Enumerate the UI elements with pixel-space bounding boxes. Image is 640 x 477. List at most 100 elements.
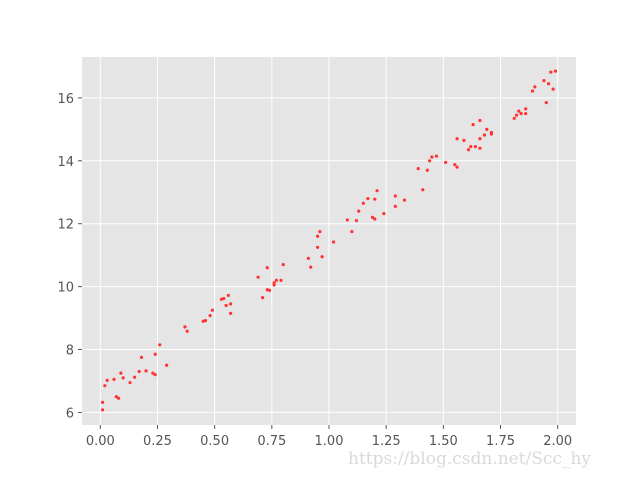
scatter-point [469,145,473,149]
scatter-point [444,160,448,164]
scatter-point [153,352,157,356]
scatter-point [229,302,233,306]
scatter-point [222,296,226,301]
scatter-point [373,197,377,201]
x-tick-label: 0.50 [200,434,229,449]
scatter-point [261,296,265,300]
scatter-point [434,154,439,158]
scatter-point [265,266,269,270]
scatter-point [517,109,521,113]
y-tick-label: 10 [57,281,74,296]
scatter-point [274,278,278,282]
scatter-point [354,218,359,223]
scatter-point [512,116,516,120]
scatter-point [279,278,283,282]
scatter-point [357,209,361,213]
scatter-point [272,281,276,285]
scatter-point [183,325,187,329]
scatter-point [151,371,155,375]
scatter-point [489,130,493,135]
scatter-point [153,373,157,377]
scatter-point [137,369,141,374]
scatter-point [309,265,313,269]
scatter-point [256,275,260,279]
scatter-point [473,145,477,149]
scatter-point [542,78,546,83]
scatter-point [382,212,386,216]
scatter-point [139,355,144,359]
scatter-point [315,234,320,238]
scatter-point [478,146,482,150]
scatter-point [210,308,214,312]
scatter-point [482,133,487,137]
x-axis: 0.00 0.25 0.50 0.75 1.00 1.25 1.50 1.75 2.00 [86,425,572,449]
scatter-point [320,255,324,259]
scatter-point [471,123,475,127]
scatter-point [114,395,118,399]
scatter-point [373,217,377,221]
y-tick-label: 6 [66,406,74,421]
scatter-point [553,69,558,73]
scatter-point [530,89,535,93]
x-tick-label: 1.50 [429,434,458,449]
scatter-point [100,400,105,404]
scatter-point [430,155,434,159]
scatter-point [455,165,459,169]
y-tick-label: 8 [66,344,74,359]
scatter-point [133,375,137,379]
x-tick-label: 1.75 [486,434,515,449]
x-tick-label: 0.00 [86,434,115,449]
y-tick-label: 14 [57,155,74,170]
scatter-point [112,377,116,381]
x-tick-label: 0.75 [257,434,286,449]
watermark-text: https://blog.csdn.net/Scc_hy [348,449,591,469]
scatter-point [370,215,375,220]
scatter-point [455,137,459,141]
scatter-point [229,311,233,315]
scatter-point [315,245,320,249]
scatter-point [546,82,551,86]
scatter-point [128,380,132,385]
scatter-point [100,408,105,412]
scatter-point [345,218,349,222]
scatter-point [185,329,189,333]
scatter-point [208,313,212,318]
scatter-point [551,87,555,91]
scatter-point [272,283,276,287]
scatter-point [165,363,169,367]
scatter-point [524,112,528,116]
scatter-point [267,288,272,292]
scatter-point [105,378,109,382]
scatter-point [306,256,311,260]
scatter-point [226,293,230,298]
data-points [100,69,558,412]
x-tick-label: 2.00 [543,434,572,449]
scatter-point [119,371,123,375]
scatter-point [144,369,148,373]
scatter-point [514,113,519,117]
scatter-point [281,262,285,267]
x-tick-label: 0.25 [143,434,172,449]
scatter-point [466,148,471,152]
scatter-point [116,396,121,400]
scatter-point [533,85,537,89]
x-tick-label: 1.00 [315,434,344,449]
scatter-point [224,303,228,308]
scatter-point [544,101,548,105]
scatter-point [478,137,482,141]
scatter-point [416,167,420,171]
scatter-point [158,343,162,347]
scatter-point [331,240,336,244]
scatter-point [361,201,365,205]
scatter-point [402,198,407,202]
scatter-point [366,196,370,201]
scatter-point [318,229,322,234]
y-axis: 6 8 10 12 14 16 [57,92,82,421]
scatter-point [478,118,482,123]
scatter-point [375,189,379,193]
scatter-point [103,384,107,388]
scatter-point [421,188,425,192]
scatter-point [462,138,466,142]
scatter-point [350,229,354,234]
